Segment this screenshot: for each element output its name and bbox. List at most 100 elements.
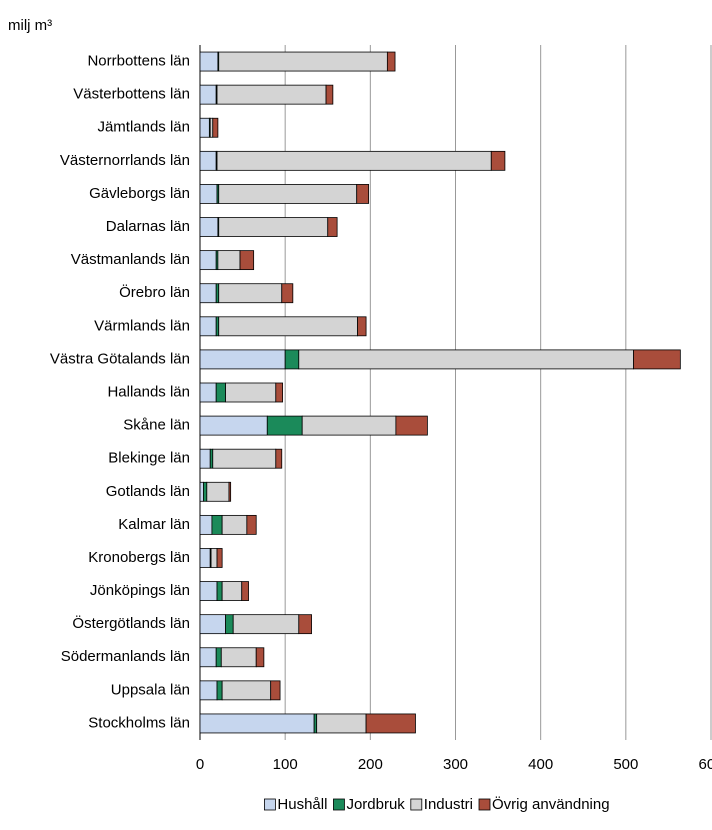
bar-segment xyxy=(225,614,234,635)
bar-segment xyxy=(199,647,217,668)
bar-segment xyxy=(633,349,681,370)
y-tick-label: Stockholms län xyxy=(88,714,190,731)
y-tick-label: Gotlands län xyxy=(106,483,190,500)
bar-segment xyxy=(216,581,223,601)
y-tick-label: Uppsala län xyxy=(111,681,190,698)
y-tick-label: Skåne län xyxy=(123,417,190,434)
legend-label: Övrig användning xyxy=(492,795,610,813)
bar-segment xyxy=(298,349,634,370)
bar-segment xyxy=(275,382,284,403)
bar-segment xyxy=(212,448,277,469)
bar-segment xyxy=(266,415,303,436)
bar-segment xyxy=(216,84,327,105)
bar-segment xyxy=(199,614,226,635)
bar-segment xyxy=(490,150,506,171)
bar-segment xyxy=(298,614,312,635)
bar-segment xyxy=(220,647,257,668)
bar-segment xyxy=(199,217,219,237)
y-tick-label: Östergötlands län xyxy=(72,614,190,632)
bar-segment xyxy=(357,316,367,337)
axis-unit: milj m³ xyxy=(8,17,52,34)
bar-segment xyxy=(316,713,367,734)
bar-segment xyxy=(199,283,217,304)
bar-segment xyxy=(199,51,219,72)
bar-segment xyxy=(395,415,428,436)
x-tick-label: 400 xyxy=(528,756,553,773)
y-tick-label: Västmanlands län xyxy=(71,251,190,268)
legend-label: Jordbruk xyxy=(346,796,405,813)
legend-swatch xyxy=(478,798,491,811)
y-tick-label: Västra Götalands län xyxy=(50,350,190,367)
y-tick-label: Gävleborgs län xyxy=(89,185,190,202)
bar-segment xyxy=(246,514,257,535)
legend-label: Industri xyxy=(424,796,473,813)
bar-segment xyxy=(199,680,218,701)
y-tick-label: Södermanlands län xyxy=(61,648,190,665)
x-tick-label: 0 xyxy=(196,756,204,773)
legend-label: Hushåll xyxy=(277,796,327,813)
bar-segment xyxy=(239,250,255,271)
bar-segment xyxy=(217,250,241,271)
bar-segment xyxy=(215,647,222,668)
legend-swatch xyxy=(333,798,345,811)
bar-segment xyxy=(301,415,397,436)
y-tick-label: Västernorrlands län xyxy=(60,152,190,169)
bar-segment xyxy=(218,51,388,72)
bar-segment xyxy=(199,349,286,370)
bar-segment xyxy=(218,184,358,204)
bar-segment xyxy=(210,548,218,568)
bar-segment xyxy=(199,382,217,403)
bar-segment xyxy=(199,316,217,337)
y-tick-label: Örebro län xyxy=(119,283,190,301)
bar-segment xyxy=(199,548,211,568)
bar-segment xyxy=(216,548,223,568)
bar-segment xyxy=(212,117,219,138)
x-tick-label: 500 xyxy=(613,756,638,773)
y-tick-label: Kronobergs län xyxy=(88,549,190,566)
bar-segment xyxy=(284,349,300,370)
bar-segment xyxy=(199,481,204,502)
y-tick-label: Jämtlands län xyxy=(97,119,190,136)
bar-segment xyxy=(327,217,338,237)
bar-segment xyxy=(228,481,232,502)
bar-segment xyxy=(199,184,218,204)
legend-swatch xyxy=(410,798,423,811)
bar-segment xyxy=(216,680,223,701)
bar-segment xyxy=(281,283,294,304)
bar-segment xyxy=(199,250,217,271)
legend-swatch xyxy=(264,798,276,811)
bar-segment xyxy=(218,283,283,304)
bar-segment xyxy=(199,150,217,171)
bar-segment xyxy=(218,217,329,237)
bar-segment xyxy=(221,680,272,701)
bar-segment xyxy=(225,382,277,403)
bar-segment xyxy=(199,713,315,734)
bar-segment xyxy=(199,117,210,138)
x-tick-label: 600 xyxy=(698,756,712,773)
bar-segment xyxy=(206,481,230,502)
bar-segment xyxy=(199,581,218,601)
bar-segment xyxy=(221,514,248,535)
bar-segment xyxy=(386,51,396,72)
bar-segment xyxy=(199,84,217,105)
bar-segment xyxy=(325,84,334,105)
y-tick-label: Blekinge län xyxy=(108,450,190,467)
x-tick-label: 200 xyxy=(358,756,383,773)
bar-segment xyxy=(216,150,492,171)
y-tick-label: Dalarnas län xyxy=(106,218,190,235)
bar-segment xyxy=(221,581,243,601)
bar-segment xyxy=(199,415,268,436)
bar-segment xyxy=(241,581,249,601)
bar-segment xyxy=(203,481,208,502)
bar-segment xyxy=(199,514,213,535)
bar-segment xyxy=(215,382,226,403)
y-tick-label: Hallands län xyxy=(107,383,190,400)
bar-segment xyxy=(356,184,370,204)
bar-segment xyxy=(218,316,358,337)
bar-segment xyxy=(365,713,416,734)
y-tick-label: Jönköpings län xyxy=(90,582,190,599)
bar-segment xyxy=(270,680,281,701)
bar-segment xyxy=(232,614,300,635)
y-tick-label: Västerbottens län xyxy=(73,86,190,103)
x-tick-label: 300 xyxy=(443,756,468,773)
